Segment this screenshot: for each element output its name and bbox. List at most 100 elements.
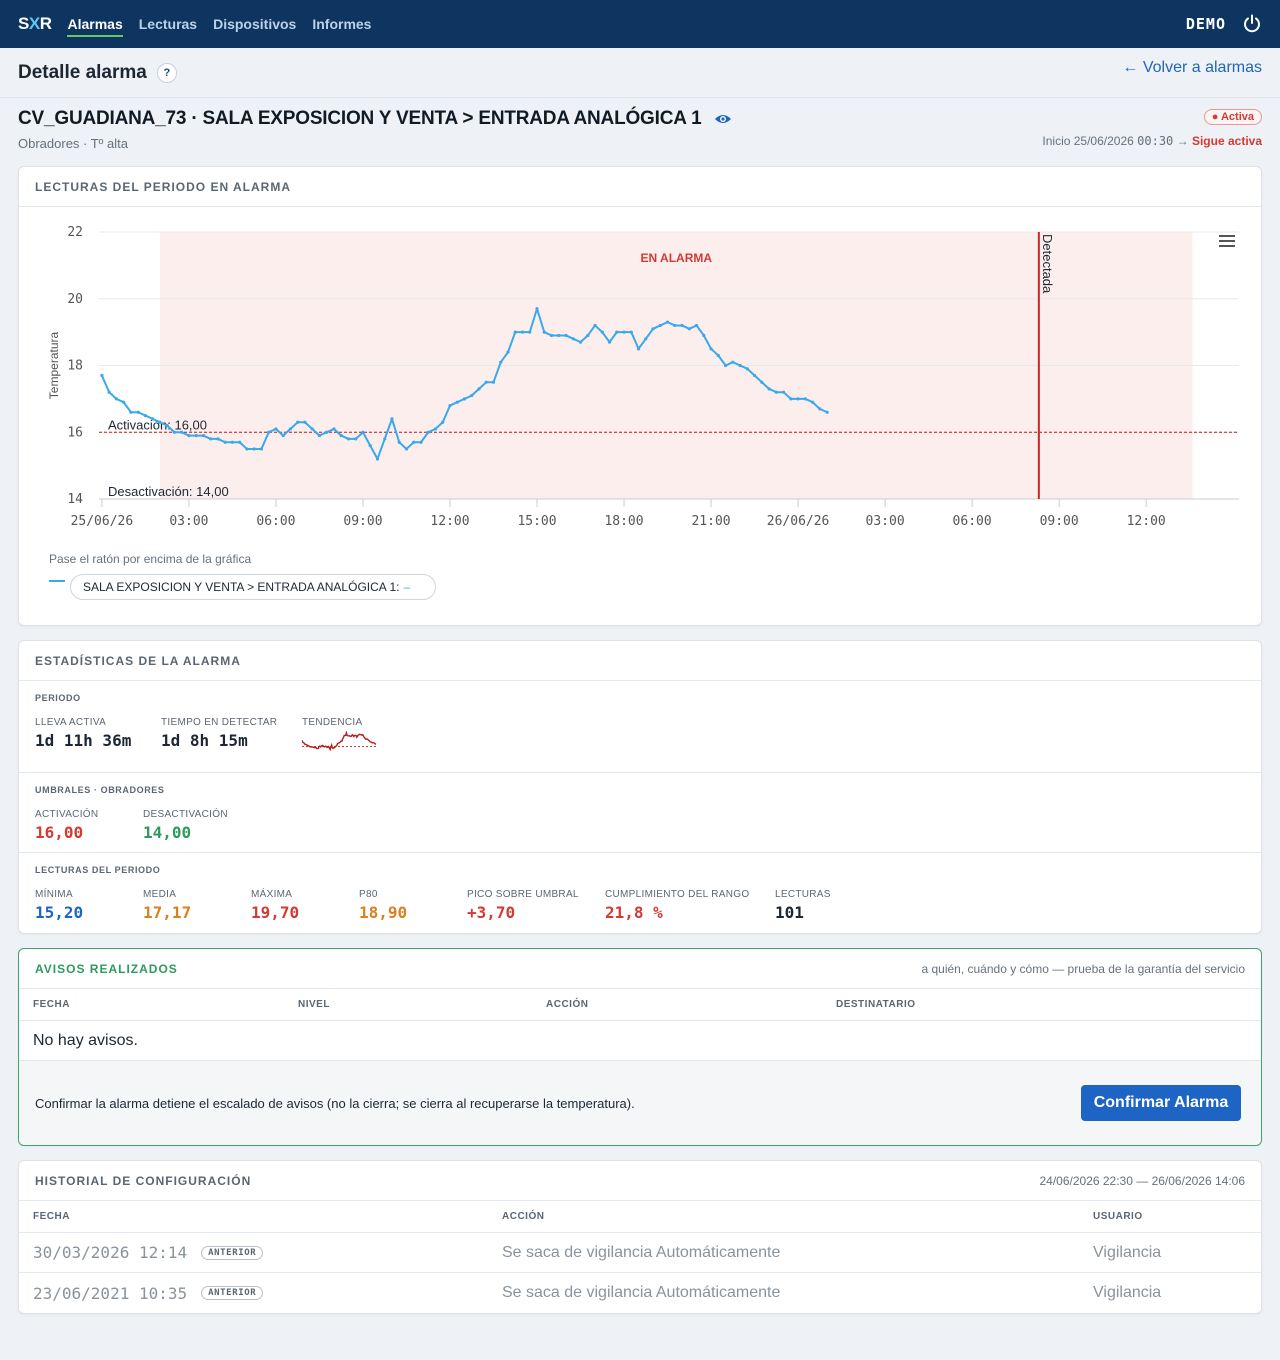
page-title: Detalle alarma [18,61,147,83]
notifications-title: AVISOS REALIZADOS [35,961,178,976]
history-card-head: HISTORIAL DE CONFIGURACIÓN 24/06/2026 22… [19,1161,1261,1201]
col-fecha: FECHA [33,999,70,1010]
data-point [513,330,517,334]
data-point [383,437,387,441]
data-point [557,333,561,338]
data-point [622,330,626,334]
col-usuario: USUARIO [1093,1211,1143,1222]
data-point [129,410,133,414]
data-point [209,437,213,441]
history-tag: ANTERIOR [201,1286,264,1300]
x-tick-label: 06:00 [953,514,992,529]
config-history-card: HISTORIAL DE CONFIGURACIÓN 24/06/2026 22… [18,1160,1262,1314]
history-user: Vigilancia [1093,1284,1162,1301]
history-user: Vigilancia [1093,1243,1162,1261]
data-point [818,407,822,411]
data-point [310,427,314,431]
data-point [636,347,641,351]
x-tick-label: 18:00 [604,514,643,529]
data-point [404,447,409,451]
history-table-head: FECHA ACCIÓN USUARIO [19,1201,1261,1233]
data-point [441,420,445,424]
data-point [528,330,532,334]
period-section: PERIODO LLEVA ACTIVA 1d 11h 36m TIEMPO E… [19,681,1261,773]
data-point [644,337,648,341]
data-point [665,320,670,324]
data-point [600,330,604,334]
data-point [680,323,684,328]
data-point [448,403,452,408]
x-tick-label: 09:00 [343,514,382,529]
eye-icon[interactable] [714,113,732,125]
nav-lecturas[interactable]: Lecturas [138,16,198,32]
data-point [151,417,155,421]
history-date: 30/03/2026 12:14 [33,1243,188,1262]
data-point [477,387,481,391]
table-row: 30/03/2026 12:14 ANTERIOR Se saca de vigi… [19,1233,1261,1273]
stat-lleva-activa: LLEVA ACTIVA 1d 11h 36m [35,717,132,750]
main-nav: Alarmas Lecturas Dispositivos Informes [67,0,371,48]
data-point [716,353,720,358]
logo[interactable]: SXR [18,14,52,33]
notifications-card: AVISOS REALIZADOS a quién, cuándo y cómo… [18,948,1262,1146]
data-point [810,400,815,404]
data-point [317,433,322,438]
chart-hint: Pase el ratón por encima de la gráfica [49,552,252,566]
data-point [107,390,111,394]
user-name[interactable]: DEMO [1185,15,1226,33]
chart-card-title: LECTURAS DEL PERIODO EN ALARMA [19,167,1261,207]
power-icon[interactable] [1242,14,1262,34]
stat-tiempo-detectar: TIEMPO EN DETECTAR 1d 8h 15m [161,717,278,750]
data-point [238,440,242,444]
data-point [419,440,423,444]
data-point [586,333,590,338]
history-action: Se saca de vigilancia Automáticamente [502,1284,781,1301]
confirm-alarm-button[interactable]: Confirmar Alarma [1081,1085,1241,1121]
notifications-subtitle: a quién, cuándo y cómo — prueba de la ga… [921,961,1245,976]
nav-alarmas[interactable]: Alarmas [67,0,124,48]
y-tick-label: 14 [67,492,83,507]
alarm-title-area: CV_GUADIANA_73 · SALA EXPOSICION Y VENTA… [0,98,1280,166]
stat-pico-sobre-umbral: PICO SOBRE UMBRAL +3,70 [467,889,579,922]
stats-card: ESTADÍSTICAS DE LA ALARMA PERIODO LLEVA … [18,640,1262,934]
chart-menu-icon[interactable] [1219,235,1235,247]
alarm-title: CV_GUADIANA_73 · SALA EXPOSICION Y VENTA… [18,108,1262,130]
nav-informes[interactable]: Informes [312,16,372,32]
table-row: 23/06/2021 10:35 ANTERIOR Se saca de vigi… [19,1273,1261,1313]
col-fecha: FECHA [33,1211,70,1222]
y-tick-label: 20 [67,292,83,307]
x-tick-label: 06:00 [256,514,295,529]
empty-notifications: No hay avisos. [19,1021,1261,1061]
data-point [803,397,807,401]
stats-card-title: ESTADÍSTICAS DE LA ALARMA [19,641,1261,681]
data-point [629,330,633,334]
detected-label: Detectada [1040,234,1055,294]
data-point [462,397,467,401]
history-tag: ANTERIOR [201,1245,264,1260]
x-tick-label: 03:00 [866,514,905,529]
x-tick-label: 21:00 [691,514,730,529]
data-point [325,430,329,434]
data-point [122,400,126,404]
data-point [143,413,148,418]
back-to-alarms-link[interactable]: ← Volver a alarmas [1122,58,1262,76]
data-point [216,437,220,441]
stat-media: MEDIA 17,17 [143,889,192,922]
data-point [339,433,343,438]
help-icon[interactable]: ? [156,62,177,83]
history-title: HISTORIAL DE CONFIGURACIÓN [35,1173,252,1188]
legend-item[interactable]: SALA EXPOSICION Y VENTA > ENTRADA ANALÓG… [70,574,436,600]
data-point [651,327,655,331]
readings-chart[interactable]: EN ALARMA 14 16 18 20 22 25/06/26 03:00 06:00 09:… [19,207,1261,547]
data-point [375,457,380,461]
data-point [781,390,786,394]
x-tick-label: 03:00 [169,514,208,529]
data-point [172,430,177,434]
data-point [687,327,691,331]
data-point [426,430,430,434]
confirm-text: Confirmar la alarma detiene el escalado … [35,1095,635,1111]
data-point [281,433,285,438]
data-point [484,380,488,384]
nav-dispositivos[interactable]: Dispositivos [213,16,297,32]
readings-section: LECTURAS DEL PERIODO MÍNIMA 15,20 MEDIA 17,… [19,853,1261,933]
